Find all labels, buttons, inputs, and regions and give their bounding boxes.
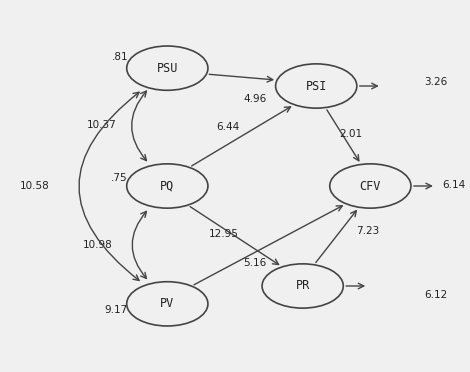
Ellipse shape	[275, 64, 357, 108]
Text: 2.01: 2.01	[339, 129, 362, 139]
Text: 3.26: 3.26	[424, 77, 448, 87]
Text: 10.37: 10.37	[87, 120, 117, 130]
Ellipse shape	[127, 46, 208, 90]
Ellipse shape	[262, 264, 343, 308]
Text: PSI: PSI	[306, 80, 327, 93]
Text: .75: .75	[111, 173, 128, 183]
Text: 12.95: 12.95	[209, 229, 239, 239]
Text: 10.58: 10.58	[19, 181, 49, 191]
Text: CFV: CFV	[360, 180, 381, 192]
Text: 9.17: 9.17	[104, 305, 128, 315]
Text: PSU: PSU	[157, 62, 178, 75]
Text: 4.96: 4.96	[243, 93, 267, 103]
Ellipse shape	[330, 164, 411, 208]
Text: .81: .81	[112, 52, 129, 62]
Text: 5.16: 5.16	[243, 258, 267, 268]
Text: 7.23: 7.23	[356, 226, 380, 235]
Text: 10.98: 10.98	[83, 240, 112, 250]
Text: PQ: PQ	[160, 180, 174, 192]
Text: 6.44: 6.44	[217, 122, 240, 132]
Ellipse shape	[127, 164, 208, 208]
Text: PR: PR	[296, 279, 310, 292]
Text: PV: PV	[160, 297, 174, 310]
Text: 6.14: 6.14	[443, 180, 466, 190]
Text: 6.12: 6.12	[424, 290, 448, 300]
Ellipse shape	[127, 282, 208, 326]
